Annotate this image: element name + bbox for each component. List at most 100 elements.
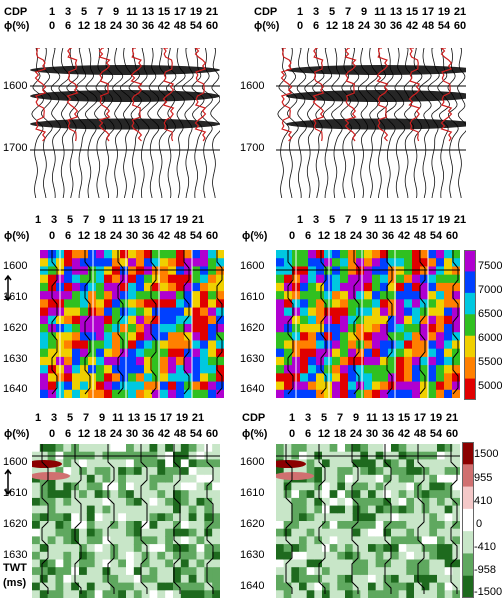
well-track xyxy=(450,444,458,594)
time-tick: 1620 xyxy=(3,322,28,334)
time-tick: 1600 xyxy=(3,456,28,468)
cdp-value: 3 xyxy=(312,6,320,18)
well-log-curve xyxy=(376,48,389,142)
cdp-value: 13 xyxy=(381,412,395,424)
cdp-value: 19 xyxy=(189,6,203,18)
cdp-value: 15 xyxy=(397,412,411,424)
phi-value: 0 xyxy=(48,428,56,440)
seismic-wiggle-plot xyxy=(30,48,220,198)
cdp-value: 3 xyxy=(304,412,312,424)
cdp-value: 9 xyxy=(98,412,106,424)
time-tick: 1600 xyxy=(240,260,265,272)
cdp-value: 3 xyxy=(50,412,58,424)
well-track xyxy=(353,250,360,395)
cdp-value: 21 xyxy=(191,214,205,226)
well-track xyxy=(320,250,327,395)
well-track xyxy=(140,444,148,594)
colorbar-swatch xyxy=(462,553,474,577)
cdp-value: 13 xyxy=(389,6,403,18)
phi-value: 54 xyxy=(189,428,203,440)
phi-value: 12 xyxy=(77,230,91,242)
phi-value: 60 xyxy=(205,230,219,242)
cdp-value: 13 xyxy=(127,412,141,424)
phi-value: 48 xyxy=(413,428,427,440)
cdp-value: 19 xyxy=(437,6,451,18)
phi-value: 0 xyxy=(288,428,296,440)
colorbar-label: 0 xyxy=(476,518,483,530)
time-tick: 1610 xyxy=(240,291,265,303)
phi-value: 36 xyxy=(141,230,155,242)
cdp-label: CDP xyxy=(254,6,278,18)
cdp-value: 15 xyxy=(143,214,157,226)
phi-label: ϕ(%) xyxy=(242,230,268,242)
difference-map xyxy=(32,444,220,598)
well-track xyxy=(285,444,293,594)
well-log-curve xyxy=(66,48,79,142)
phi-value: 48 xyxy=(173,428,187,440)
difference-map xyxy=(276,444,460,598)
time-tick: 1630 xyxy=(240,549,265,561)
well-log-curve xyxy=(34,48,47,142)
colorbar-label: 7500 xyxy=(478,260,502,272)
cdp-value: 1 xyxy=(288,412,296,424)
phi-value: 0 xyxy=(48,230,56,242)
phi-value: 60 xyxy=(453,20,467,32)
well-track xyxy=(318,444,326,594)
cdp-value: 7 xyxy=(344,214,352,226)
phi-value: 12 xyxy=(317,230,331,242)
cdp-value: 7 xyxy=(344,6,352,18)
phi-value: 36 xyxy=(141,20,155,32)
well-track xyxy=(183,250,190,395)
phi-label: ϕ(%) xyxy=(254,20,280,32)
time-tick: 1610 xyxy=(3,291,28,303)
cdp-value: 17 xyxy=(421,214,435,226)
time-tick: 1610 xyxy=(240,487,265,499)
colorbar-label: 6500 xyxy=(478,308,502,320)
phi-value: 36 xyxy=(389,20,403,32)
axis-unit-sub: (ms) xyxy=(3,577,27,589)
phi-value: 18 xyxy=(93,20,107,32)
well-track xyxy=(417,444,425,594)
colorbar-label: 6000 xyxy=(478,332,502,344)
phi-value: 48 xyxy=(173,230,187,242)
time-tick: 1630 xyxy=(3,353,28,365)
cdp-value: 11 xyxy=(112,412,124,424)
well-track xyxy=(84,250,91,395)
colorbar-swatch xyxy=(462,464,474,488)
cdp-value: 21 xyxy=(453,6,467,18)
cdp-value: 15 xyxy=(405,214,419,226)
cdp-value: 1 xyxy=(34,412,42,424)
well-track xyxy=(351,444,359,594)
cdp-values: 1 3 5 7 9 11 13 15 17 19 21 xyxy=(30,214,206,227)
cdp-value: 3 xyxy=(64,6,72,18)
phi-values: 0 6 12 18 24 30 36 42 48 54 60 xyxy=(44,20,220,33)
well-track xyxy=(216,250,223,395)
phi-value: 30 xyxy=(365,428,379,440)
phi-value: 18 xyxy=(333,230,347,242)
cdp-value: 7 xyxy=(336,412,344,424)
colorbar-swatch xyxy=(464,357,476,380)
time-tick: 1620 xyxy=(3,518,28,530)
well-track xyxy=(107,444,115,594)
seismic-panel-left: CDP ϕ(%) 1 3 5 7 9 11 13 15 17 19 21 0 6 12 18 24 30 36 4… xyxy=(0,0,250,200)
well-log-curve xyxy=(312,48,325,142)
colorbar-swatch xyxy=(462,508,474,532)
time-tick: 1640 xyxy=(240,383,265,395)
phi-values: 0 6 12 18 24 30 36 42 48 54 60 xyxy=(292,20,468,33)
cdp-value: 9 xyxy=(98,214,106,226)
time-tick: 1600 xyxy=(3,260,28,272)
difference-panel-right: CDP 1 3 5 7 9 11 13 15 17 19 21 ϕ(%) 0 6 12 18 24 30 36 4… xyxy=(240,400,502,600)
colorbar-label: 955 xyxy=(474,472,493,484)
cdp-values: 1 3 5 7 9 11 13 15 17 19 21 xyxy=(44,6,220,19)
phi-values: 0 6 12 18 24 30 36 42 48 54 60 xyxy=(284,230,460,243)
phi-value: 6 xyxy=(304,230,312,242)
cdp-values: 1 3 5 7 9 11 13 15 17 19 21 xyxy=(30,412,206,425)
phi-value: 24 xyxy=(109,428,123,440)
colorbar-label: 410 xyxy=(474,495,493,507)
phi-value: 18 xyxy=(341,20,355,32)
phi-value: 54 xyxy=(429,428,443,440)
phi-value: 36 xyxy=(381,230,395,242)
well-track xyxy=(419,250,426,395)
